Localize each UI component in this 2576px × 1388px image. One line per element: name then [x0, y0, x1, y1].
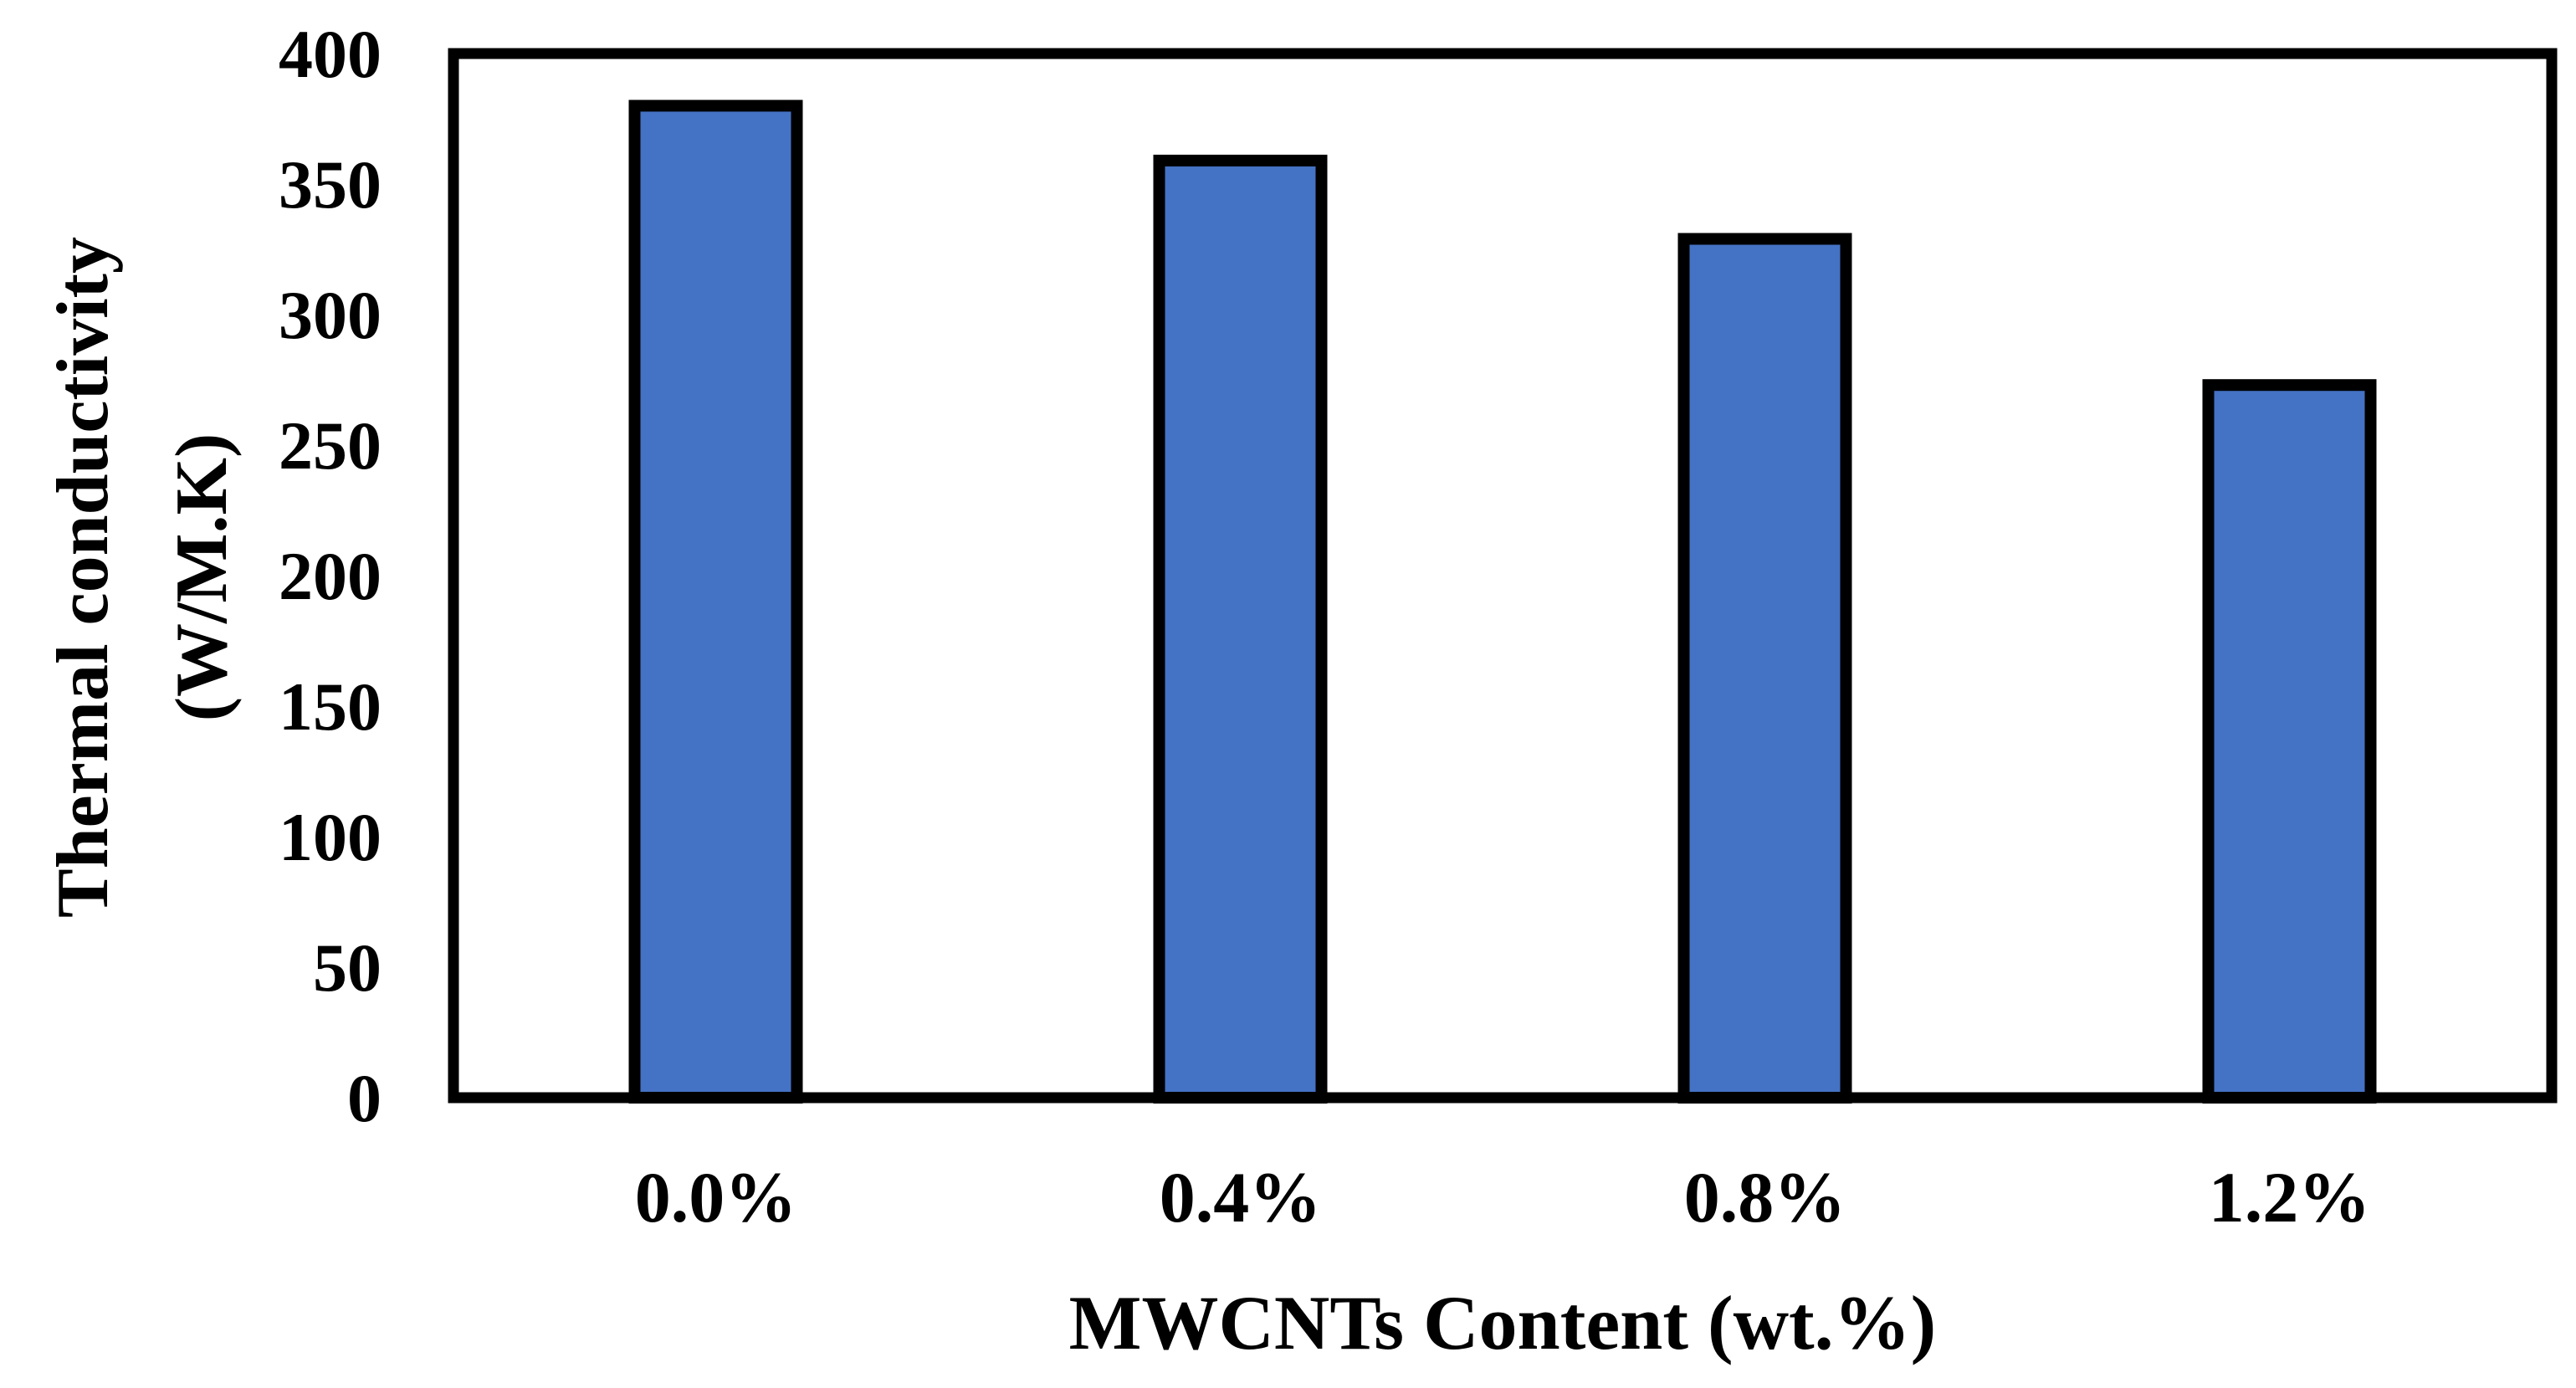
bars-group — [628, 100, 2377, 1104]
bar-0.4% — [1153, 154, 1328, 1104]
x-tick-label: 0.8% — [1684, 1157, 1846, 1237]
y-tick-label: 250 — [279, 407, 382, 484]
x-tick-label: 1.2% — [2209, 1157, 2371, 1237]
bar-1.2% — [2202, 379, 2377, 1104]
plot-area-frame — [448, 48, 2558, 1104]
y-axis-label-line-2: (W/M.K) — [161, 433, 243, 722]
y-tick-label: 200 — [279, 538, 382, 614]
y-tick-label: 350 — [279, 146, 382, 223]
bar-0.8% — [1677, 233, 1852, 1104]
y-tick-label: 300 — [279, 277, 382, 353]
x-tick-label: 0.4% — [1160, 1157, 1322, 1237]
x-axis-label: MWCNTs Content (wt.%) — [1069, 1280, 1937, 1365]
x-tick-labels: 0.0% 0.4% 0.8% 1.2% — [635, 1157, 2371, 1237]
y-axis-label-line-1: Thermal conductivity — [43, 237, 124, 918]
bar-0.0% — [628, 100, 803, 1104]
y-tick-labels: 0 50 100 150 200 250 300 350 400 — [279, 16, 382, 1136]
y-tick-label: 0 — [347, 1060, 382, 1136]
y-tick-label: 400 — [279, 16, 382, 92]
y-tick-label: 100 — [279, 799, 382, 875]
y-tick-label: 50 — [313, 930, 382, 1006]
x-tick-label: 0.0% — [635, 1157, 797, 1237]
y-tick-label: 150 — [279, 668, 382, 745]
